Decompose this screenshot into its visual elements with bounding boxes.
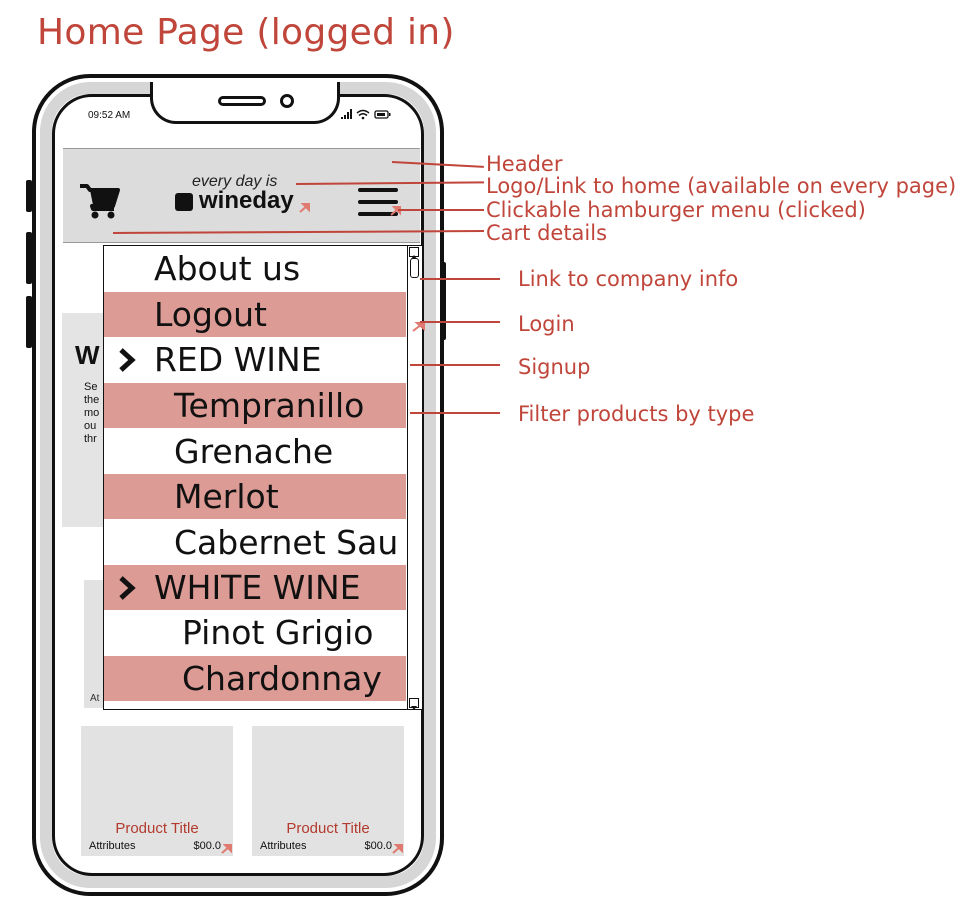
chevron-right-icon bbox=[119, 348, 136, 372]
scroll-down-arrow-icon[interactable] bbox=[409, 698, 419, 710]
annotation-line bbox=[420, 278, 500, 280]
menu-item-about-us[interactable]: About us bbox=[104, 246, 406, 291]
menu-item-white-wine[interactable]: WHITE WINE bbox=[104, 565, 406, 610]
menu-item-label: About us bbox=[154, 249, 301, 288]
camera bbox=[280, 94, 294, 108]
annotation-header: Header bbox=[486, 152, 563, 176]
menu-item-grenache[interactable]: Grenache bbox=[104, 429, 406, 474]
link-arrow-icon bbox=[392, 844, 403, 854]
hero-panel bbox=[62, 313, 110, 527]
menu-item-red-wine[interactable]: RED WINE bbox=[104, 337, 406, 382]
hero-heading: W bbox=[75, 340, 100, 370]
annotation-cart: Cart details bbox=[486, 221, 608, 245]
annotation-line bbox=[410, 412, 500, 414]
product-price: $00.0 bbox=[364, 840, 392, 852]
scroll-up-arrow-icon[interactable] bbox=[409, 247, 419, 259]
annotation-filter: Filter products by type bbox=[518, 402, 755, 426]
hero-text: Se the mo ou thr bbox=[84, 381, 100, 445]
logo-mark-icon[interactable] bbox=[175, 193, 193, 211]
annotation-login: Login bbox=[518, 312, 575, 336]
speaker bbox=[218, 96, 266, 106]
power-button bbox=[440, 262, 446, 340]
logo-wordmark[interactable]: wineday bbox=[199, 187, 294, 214]
link-arrow-icon bbox=[299, 203, 310, 213]
menu-item-cabernet-sauvignon[interactable]: Cabernet Sau bbox=[104, 520, 406, 565]
product-attributes: At bbox=[90, 693, 100, 704]
scroll-thumb[interactable] bbox=[410, 258, 419, 278]
menu-item-label: Pinot Grigio bbox=[182, 613, 374, 652]
annotation-company-info: Link to company info bbox=[518, 267, 739, 291]
annotation-line bbox=[410, 364, 500, 366]
product-attributes: Attributes bbox=[89, 840, 136, 852]
menu-item-tempranillo[interactable]: Tempranillo bbox=[104, 383, 406, 428]
menu-item-label: Logout bbox=[154, 295, 267, 334]
volume-up-button bbox=[26, 232, 32, 284]
annotation-line bbox=[398, 209, 484, 211]
app-header bbox=[63, 148, 420, 243]
product-attributes: Attributes bbox=[260, 840, 307, 852]
product-card[interactable]: Product Title Attributes $00.0 bbox=[252, 726, 404, 856]
menu-item-logout[interactable]: Logout bbox=[104, 292, 406, 337]
menu-item-pinot-grigio[interactable]: Pinot Grigio bbox=[104, 610, 406, 655]
menu-item-label: WHITE WINE bbox=[154, 568, 361, 607]
side-button bbox=[26, 180, 32, 212]
status-time: 09:52 AM bbox=[88, 110, 131, 121]
annotation-signup: Signup bbox=[518, 355, 591, 379]
link-arrow-icon bbox=[412, 322, 425, 332]
cart-icon[interactable] bbox=[80, 184, 120, 220]
annotation-hamburger: Clickable hamburger menu (clicked) bbox=[486, 198, 866, 222]
volume-down-button bbox=[26, 296, 32, 348]
product-price: $00.0 bbox=[193, 840, 221, 852]
annotation-logo: Logo/Link to home (available on every pa… bbox=[486, 174, 957, 198]
link-arrow-icon bbox=[390, 206, 401, 216]
nav-dropdown-menu: About us Logout RED WINE Tempranillo Gre… bbox=[103, 245, 422, 710]
logo-tagline[interactable]: every day is bbox=[192, 173, 278, 190]
annotation-line bbox=[420, 321, 500, 323]
page-title: Home Page (logged in) bbox=[37, 12, 455, 53]
menu-item-chardonnay[interactable]: Chardonnay bbox=[104, 656, 406, 701]
signal-wifi-battery-icon bbox=[341, 109, 391, 120]
product-title[interactable]: Product Title bbox=[115, 820, 199, 837]
menu-item-label: Merlot bbox=[174, 477, 279, 516]
menu-item-label: Tempranillo bbox=[174, 386, 365, 425]
menu-item-label: Cabernet Sau bbox=[174, 523, 399, 562]
menu-item-merlot[interactable]: Merlot bbox=[104, 474, 406, 519]
link-arrow-icon bbox=[221, 844, 232, 854]
product-title[interactable]: Product Title bbox=[286, 820, 370, 837]
status-icons bbox=[341, 108, 393, 123]
menu-item-label: RED WINE bbox=[154, 340, 322, 379]
menu-item-label: Chardonnay bbox=[182, 659, 382, 698]
menu-scrollbar[interactable] bbox=[407, 246, 422, 709]
hamburger-menu-button[interactable] bbox=[358, 188, 398, 216]
chevron-right-icon bbox=[119, 576, 136, 600]
product-card bbox=[84, 580, 104, 708]
menu-item-label: Grenache bbox=[174, 432, 334, 471]
product-card[interactable]: Product Title Attributes $00.0 bbox=[81, 726, 233, 856]
